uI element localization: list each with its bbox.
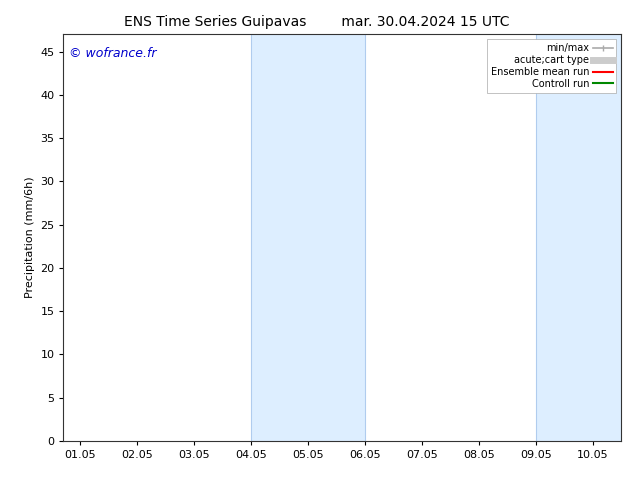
Bar bbox=[536, 34, 634, 441]
Y-axis label: Precipitation (mm/6h): Precipitation (mm/6h) bbox=[25, 177, 35, 298]
Legend: min/max, acute;cart type, Ensemble mean run, Controll run: min/max, acute;cart type, Ensemble mean … bbox=[487, 39, 616, 93]
Text: © wofrance.fr: © wofrance.fr bbox=[69, 47, 157, 59]
Text: ENS Time Series Guipavas        mar. 30.04.2024 15 UTC: ENS Time Series Guipavas mar. 30.04.2024… bbox=[124, 15, 510, 29]
Bar bbox=[251, 34, 365, 441]
